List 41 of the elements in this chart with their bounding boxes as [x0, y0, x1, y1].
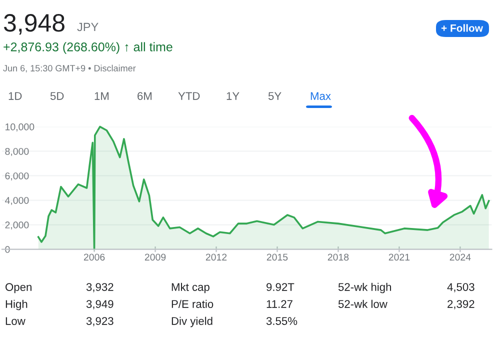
y-tick-label: 10,000 — [6, 123, 34, 132]
chart-title: 3,948 — [4, 14, 64, 35]
text: Open — [6, 283, 32, 294]
y-tick-label: 4,000 — [5, 196, 29, 206]
x-tick-label: 2009 — [144, 254, 166, 261]
text: 52-wk low — [338, 300, 388, 308]
text: JPY — [77, 22, 98, 32]
text: 3.55% — [266, 317, 298, 325]
text: 3,932 — [86, 283, 114, 292]
text: 6M — [138, 92, 152, 100]
text: 3,949 — [86, 300, 114, 310]
text: 9.92T — [266, 283, 294, 291]
text: Low — [6, 317, 26, 325]
x-tick-label: 2012 — [206, 254, 227, 261]
text: 3,923 — [86, 317, 114, 326]
text: 52-wk high — [338, 282, 392, 294]
text: 1D — [8, 92, 22, 100]
text: P/E ratio — [172, 300, 214, 308]
text: Mkt cap — [172, 282, 210, 294]
text: 5Y — [268, 92, 282, 100]
y-tick-label: 2,000 — [5, 222, 29, 230]
text: + Follow — [441, 24, 483, 32]
x-tick-label: 2006 — [84, 254, 105, 261]
text: 2,392 — [448, 300, 474, 310]
x-tick-label: 2024 — [450, 254, 471, 261]
text: YTD — [178, 92, 200, 100]
text: Div yield — [172, 316, 212, 328]
text: 11.27 — [266, 300, 292, 308]
x-tick-label: 2021 — [388, 254, 410, 261]
y-tick-label: 8,000 — [5, 148, 29, 156]
text: Jun 6, 15:30 GMT+9 • Disclaimer — [3, 64, 136, 72]
text: High — [6, 300, 28, 310]
x-tick-label: 2015 — [266, 254, 288, 261]
text: 1M — [94, 92, 109, 100]
text: Max — [310, 92, 331, 100]
text: 1Y — [226, 92, 240, 100]
text: 4,503 — [447, 283, 474, 292]
text: 5D — [50, 92, 64, 100]
x-tick-label: 2018 — [328, 254, 349, 261]
chart-subtitle: +2,876.93 (268.60%) ↑ all time — [4, 42, 172, 54]
y-tick-label: 6,000 — [5, 172, 29, 181]
